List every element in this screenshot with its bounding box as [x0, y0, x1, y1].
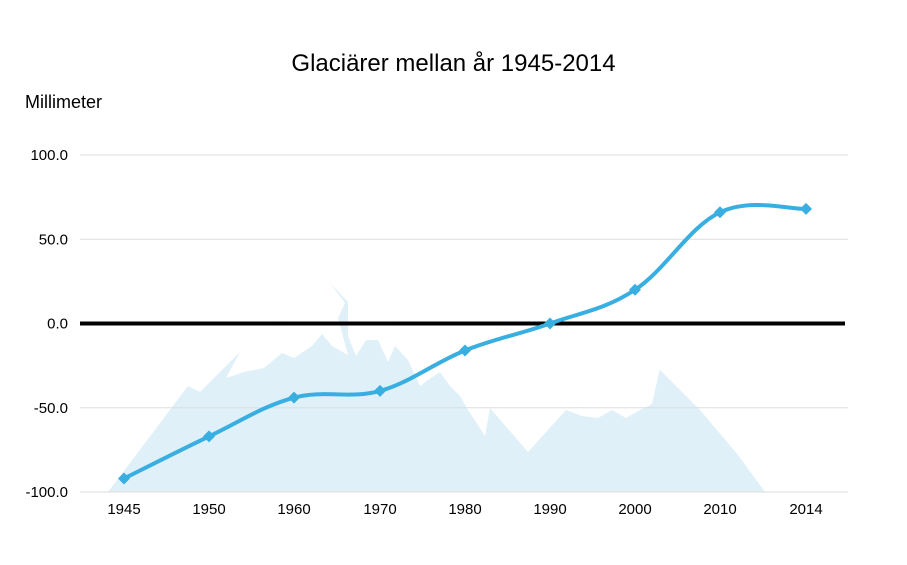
- y-tick-label: 0.0: [47, 316, 68, 333]
- data-point: [288, 391, 300, 404]
- y-tick-label: 100.0: [30, 147, 68, 164]
- data-point: [374, 384, 386, 397]
- x-tick-label: 1960: [277, 501, 310, 518]
- x-tick-label: 2014: [789, 501, 822, 518]
- data-point: [544, 317, 556, 330]
- x-tick-label: 1945: [107, 501, 140, 518]
- x-tick-label: 1980: [448, 501, 481, 518]
- data-point: [800, 202, 812, 215]
- mountain-snow-mid: [440, 372, 490, 436]
- y-tick-label: 50.0: [39, 231, 68, 248]
- mountain-snow-center: [348, 298, 428, 386]
- x-tick-label: 2000: [618, 501, 651, 518]
- x-tick-label: 1970: [363, 501, 396, 518]
- y-tick-label: -100.0: [25, 484, 68, 501]
- data-point: [203, 430, 215, 443]
- mountain-snow-right: [566, 362, 660, 418]
- data-point: [118, 472, 130, 485]
- gridlines: [80, 154, 848, 493]
- y-axis-ticks: 100.0 50.0 0.0 -50.0 -100.0: [25, 147, 68, 501]
- data-markers: [118, 202, 812, 485]
- x-tick-label: 1990: [533, 501, 566, 518]
- data-point: [459, 344, 471, 357]
- x-tick-label: 2010: [703, 501, 736, 518]
- mountains-illustration: [108, 283, 765, 492]
- chart-title: Glaciärer mellan år 1945-2014: [291, 50, 616, 77]
- data-point: [714, 206, 726, 219]
- y-tick-label: -50.0: [34, 400, 68, 417]
- mountain-snow-left: [226, 283, 348, 378]
- mountain-range-shape: [108, 283, 765, 492]
- x-tick-label: 1950: [192, 501, 225, 518]
- x-axis-ticks: 1945 1950 1960 1970 1980 1990 2000 2010 2014: [107, 501, 822, 518]
- data-point: [629, 283, 641, 296]
- y-axis-label: Millimeter: [25, 92, 103, 112]
